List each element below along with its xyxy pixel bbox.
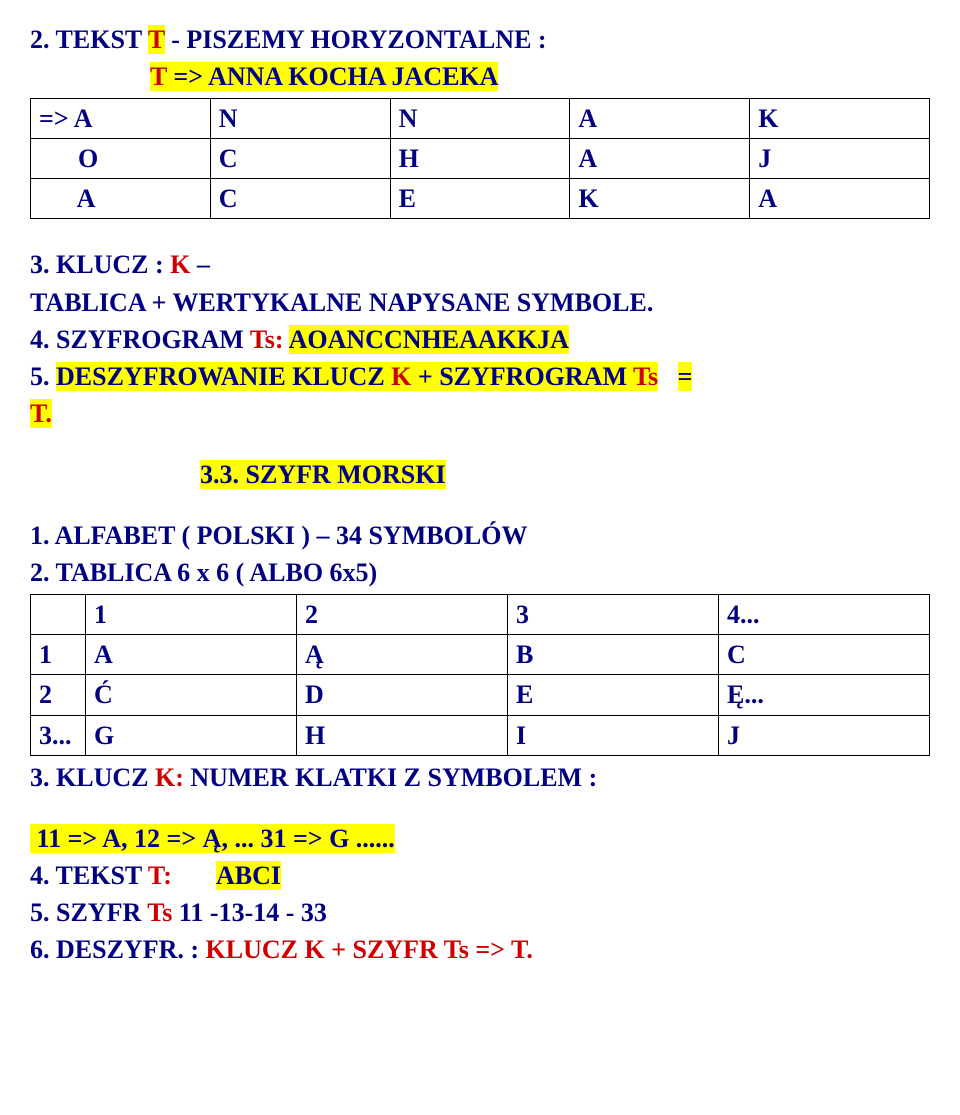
cell: K [570,179,750,219]
cell: N [390,99,570,139]
cell: J [719,715,930,755]
sec5s-c: 11 -13-14 - 33 [172,898,327,927]
cell: Ą [297,635,508,675]
sec4t-b: T: [148,861,172,890]
sec2-line1-c: - PISZEMY HORYZONTALNE : [165,25,547,54]
tablica-table: 1 2 3 4... 1 A Ą B C 2 Ć D E Ę... 3... G… [30,594,930,755]
sec5-e: Ts [633,362,658,391]
cell: 3... [31,715,86,755]
sec2-line2: T => ANNA KOCHA JACEKA [30,59,930,94]
title-33-text: 3.3. SZYFR MORSKI [200,460,446,489]
cell: G [86,715,297,755]
cell: E [508,675,719,715]
sec2-line1-a: 2. TEKST [30,25,148,54]
cell: A [570,139,750,179]
sec3-b: K [170,250,190,279]
cell: 1 [31,635,86,675]
sec4-line: 4. SZYFROGRAM Ts: AOANCCNHEAAKKJA [30,322,930,357]
sec6-b: KLUCZ K + SZYFR Ts => T. [206,935,533,964]
cell: 2 [297,595,508,635]
table-row: O C H A J [31,139,930,179]
alpha-line1: 1. ALFABET ( POLSKI ) – 34 SYMBOLÓW [30,518,930,553]
sec4-a: 4. SZYFROGRAM [30,325,250,354]
sec4t-line: 4. TEKST T: ABCI [30,858,930,893]
sec5-line-t: T. [30,396,930,431]
map-a: 11 => A, 12 => Ą, ... 31 => G ...... [37,824,395,853]
cell: 3 [508,595,719,635]
sec5s-a: 5. SZYFR [30,898,147,927]
sec3-a: 3. KLUCZ : [30,250,170,279]
sec5-b: DESZYFROWANIE KLUCZ [56,362,391,391]
sec2-line2-a: T [150,62,167,91]
cell: 4... [719,595,930,635]
cell: O [31,139,211,179]
sec6-line: 6. DESZYFR. : KLUCZ K + SZYFR Ts => T. [30,932,930,967]
sec3k-line: 3. KLUCZ K: NUMER KLATKI Z SYMBOLEM : [30,760,930,795]
sec5s-line: 5. SZYFR Ts 11 -13-14 - 33 [30,895,930,930]
sec2-line1-b: T [148,25,165,54]
sec5s-b: Ts [147,898,172,927]
sec3-line2: TABLICA + WERTYKALNE NAPYSANE SYMBOLE. [30,285,930,320]
sec3k-b: K: [155,763,184,792]
table-row: 2 Ć D E Ę... [31,675,930,715]
cell: A [570,99,750,139]
sec5-f [658,362,678,391]
cell: C [719,635,930,675]
sec5-g: = [678,362,693,391]
sec4-b: Ts: [250,325,284,354]
sec5-line: 5. DESZYFROWANIE KLUCZ K + SZYFROGRAM Ts… [30,359,930,394]
table-row: 1 A Ą B C [31,635,930,675]
sec2-table: => A N N A K O C H A J A C E K A [30,98,930,219]
cell: C [210,179,390,219]
cell: A [86,635,297,675]
sec4t-a: 4. TEKST [30,861,148,890]
cell [31,595,86,635]
alpha-line2: 2. TABLICA 6 x 6 ( ALBO 6x5) [30,555,930,590]
cell: Ć [86,675,297,715]
cell: E [390,179,570,219]
cell: A [750,179,930,219]
sec4-c [284,325,289,354]
sec5-a: 5. [30,362,56,391]
cell: K [750,99,930,139]
sec3k-a: 3. KLUCZ [30,763,155,792]
title-33: 3.3. SZYFR MORSKI [30,457,930,492]
cell: A [31,179,211,219]
sec4t-d: ABCI [216,861,281,890]
cell: B [508,635,719,675]
sec2-line1: 2. TEKST T - PISZEMY HORYZONTALNE : [30,22,930,57]
sec4-d: AOANCCNHEAAKKJA [289,325,569,354]
table-row: 1 2 3 4... [31,595,930,635]
sec6-a: 6. DESZYFR. : [30,935,206,964]
cell: N [210,99,390,139]
cell: H [390,139,570,179]
sec5-d: + SZYFROGRAM [411,362,633,391]
sec5-h: T. [30,399,52,428]
cell: D [297,675,508,715]
table-row: => A N N A K [31,99,930,139]
sec4t-c [172,861,216,890]
cell: C [210,139,390,179]
cell: => A [31,99,211,139]
table-row: 3... G H I J [31,715,930,755]
map-line: 11 => A, 12 => Ą, ... 31 => G ...... [30,821,930,856]
sec2-line2-b: => [167,62,208,91]
cell: J [750,139,930,179]
sec2-line2-c: ANNA KOCHA JACEKA [208,62,498,91]
cell: 2 [31,675,86,715]
cell: Ę... [719,675,930,715]
cell: H [297,715,508,755]
sec3-line1: 3. KLUCZ : K – [30,247,930,282]
sec3k-c: NUMER KLATKI Z SYMBOLEM : [184,763,597,792]
sec5-c: K [391,362,411,391]
sec3-c: – [190,250,210,279]
cell: I [508,715,719,755]
table-row: A C E K A [31,179,930,219]
cell: 1 [86,595,297,635]
